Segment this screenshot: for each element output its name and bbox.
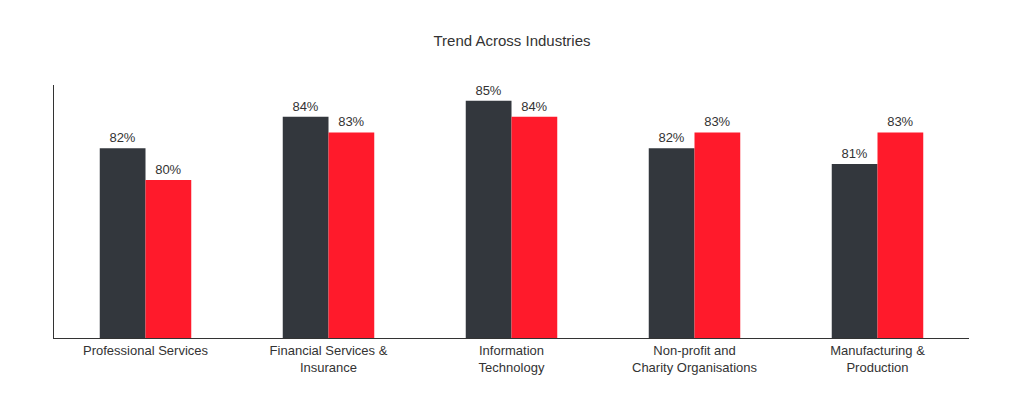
svg-text:81%: 81%: [841, 146, 867, 161]
svg-text:Manufacturing &Production: Manufacturing &Production: [830, 343, 925, 375]
svg-text:85%: 85%: [475, 83, 501, 98]
svg-text:83%: 83%: [338, 114, 364, 129]
svg-text:InformationTechnology: InformationTechnology: [479, 343, 545, 375]
svg-text:82%: 82%: [658, 130, 684, 145]
svg-text:84%: 84%: [521, 99, 547, 114]
svg-text:Financial Services &Insurance: Financial Services &Insurance: [270, 343, 388, 375]
svg-text:84%: 84%: [292, 99, 318, 114]
svg-text:Professional Services: Professional Services: [83, 343, 208, 358]
svg-text:Trend Across Industries: Trend Across Industries: [433, 32, 590, 49]
svg-text:83%: 83%: [704, 114, 730, 129]
svg-text:Non-profit andCharity Organisa: Non-profit andCharity Organisations: [632, 343, 757, 375]
svg-text:80%: 80%: [155, 162, 181, 177]
svg-text:83%: 83%: [887, 114, 913, 129]
svg-text:82%: 82%: [109, 130, 135, 145]
